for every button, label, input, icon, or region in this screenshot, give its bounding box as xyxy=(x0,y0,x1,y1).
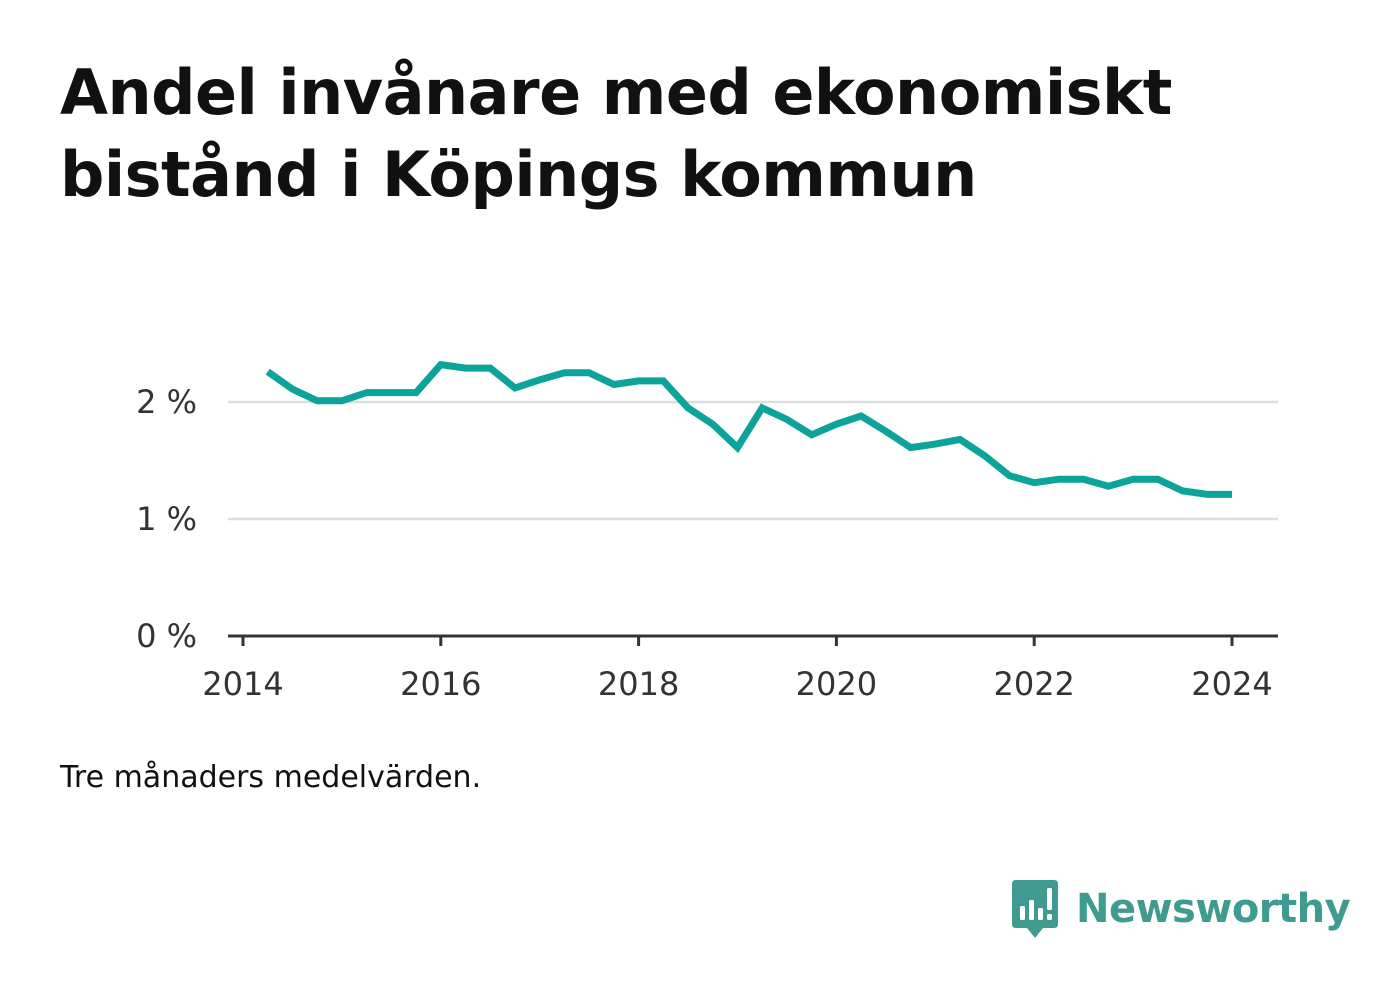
y-tick-label: 2 % xyxy=(136,383,197,421)
x-tick-label: 2020 xyxy=(796,665,877,703)
x-tick-label: 2022 xyxy=(993,665,1074,703)
chart-title: Andel invånare med ekonomiskt bistånd i … xyxy=(60,56,1172,211)
x-axis xyxy=(228,634,1278,646)
newsworthy-logo-icon xyxy=(1012,880,1058,938)
x-tick-label: 2014 xyxy=(202,665,283,703)
tick-labels: 0 % 1 % 2 % 2014 2016 2018 2020 2022 2024 xyxy=(136,383,1273,703)
gridlines xyxy=(228,400,1278,521)
brand-name: Newsworthy xyxy=(1076,886,1351,932)
x-tick-label: 2018 xyxy=(598,665,679,703)
chart-note: Tre månaders medelvärden. xyxy=(60,760,482,795)
x-tick-label: 2024 xyxy=(1191,665,1272,703)
series-line xyxy=(265,360,1232,498)
x-tick-label: 2016 xyxy=(400,665,481,703)
y-tick-label: 0 % xyxy=(136,617,197,655)
y-tick-label: 1 % xyxy=(136,500,197,538)
newsworthy-logo: Newsworthy xyxy=(1010,878,1351,940)
series-layer xyxy=(265,360,1232,498)
